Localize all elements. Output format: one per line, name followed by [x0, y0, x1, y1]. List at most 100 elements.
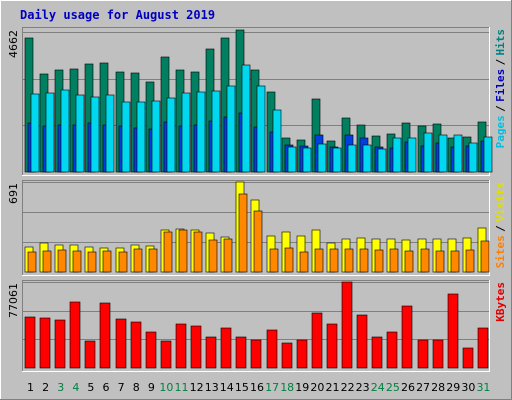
legend-visits: Visits [494, 182, 507, 222]
bar-kbytes-day-29 [447, 293, 459, 369]
bar-sites-day-19 [299, 251, 309, 273]
day-label-19: 19 [295, 381, 309, 394]
legend-separator: / [494, 225, 507, 232]
bar-kbytes-day-4 [69, 301, 81, 369]
bar-kbytes-day-15 [235, 336, 247, 369]
bar-sites-day-10 [163, 231, 173, 273]
bar-kbytes-day-22 [341, 281, 353, 369]
bar-sites-day-3 [57, 249, 67, 273]
bar-pages-day-31 [483, 136, 493, 173]
bar-kbytes-day-9 [145, 331, 157, 369]
day-label-8: 8 [133, 381, 140, 394]
bar-kbytes-day-25 [386, 331, 398, 369]
bar-kbytes-day-20 [311, 312, 323, 369]
chart-title: Daily usage for August 2019 [20, 8, 215, 22]
day-label-10: 10 [159, 381, 173, 394]
day-label-5: 5 [87, 381, 94, 394]
day-label-22: 22 [341, 381, 355, 394]
bar-sites-day-30 [465, 249, 475, 273]
bar-sites-day-24 [374, 249, 384, 273]
bar-kbytes-day-8 [130, 321, 142, 369]
bar-pages-day-22 [347, 144, 357, 173]
day-label-17: 17 [265, 381, 279, 394]
max-label-kbytes: 77061 [7, 283, 20, 318]
legend-pages: Pages [494, 115, 507, 148]
bar-pages-day-16 [256, 85, 266, 173]
day-label-16: 16 [250, 381, 264, 394]
bar-kbytes-day-23 [356, 314, 368, 369]
day-label-18: 18 [280, 381, 294, 394]
bar-pages-day-3 [60, 89, 70, 173]
bar-kbytes-day-2 [39, 317, 51, 369]
bar-pages-day-12 [196, 91, 206, 173]
bar-sites-day-9 [148, 248, 158, 273]
bar-pages-day-13 [211, 90, 221, 173]
bar-sites-day-22 [344, 248, 354, 273]
day-label-13: 13 [205, 381, 219, 394]
bar-sites-day-4 [72, 250, 82, 273]
legend-separator: / [494, 58, 507, 65]
bar-kbytes-day-31 [477, 327, 489, 369]
bar-sites-day-29 [450, 250, 460, 273]
day-label-21: 21 [325, 381, 339, 394]
bar-sites-day-18 [284, 247, 294, 273]
bar-pages-day-27 [423, 132, 433, 173]
bar-kbytes-day-21 [326, 323, 338, 369]
bar-sites-day-23 [359, 248, 369, 273]
bar-sites-day-16 [253, 210, 263, 273]
bar-kbytes-day-19 [296, 339, 308, 369]
day-label-11: 11 [175, 381, 189, 394]
legend-separator: / [494, 105, 507, 112]
bar-sites-day-11 [178, 229, 188, 273]
bar-sites-day-7 [118, 251, 128, 273]
day-label-3: 3 [57, 381, 64, 394]
bar-kbytes-day-27 [417, 339, 429, 369]
legend-files: Files [494, 69, 507, 102]
day-label-29: 29 [446, 381, 460, 394]
bar-pages-day-18 [287, 146, 297, 173]
bar-pages-day-29 [453, 134, 463, 173]
bar-kbytes-day-6 [99, 302, 111, 369]
bar-sites-day-17 [269, 248, 279, 273]
bar-pages-day-9 [151, 100, 161, 173]
day-label-2: 2 [42, 381, 49, 394]
bar-pages-day-15 [241, 64, 251, 173]
bar-kbytes-day-3 [54, 319, 66, 369]
day-label-30: 30 [461, 381, 475, 394]
legend-kbytes: KBytes [494, 282, 507, 322]
bar-kbytes-day-11 [175, 323, 187, 369]
bar-sites-day-31 [480, 240, 490, 273]
day-label-27: 27 [416, 381, 430, 394]
bar-kbytes-day-12 [190, 325, 202, 369]
bar-sites-day-25 [389, 248, 399, 273]
bar-kbytes-day-5 [84, 340, 96, 369]
max-label-hits: 4662 [7, 30, 20, 58]
side-legend-hits: Hits / Files / Pages [494, 29, 507, 148]
bar-pages-day-25 [392, 137, 402, 173]
bar-kbytes-day-16 [250, 339, 262, 369]
day-label-25: 25 [386, 381, 400, 394]
bar-pages-day-14 [226, 85, 236, 173]
bar-sites-day-26 [404, 250, 414, 273]
day-label-4: 4 [72, 381, 79, 394]
bar-pages-day-11 [181, 92, 191, 173]
day-label-1: 1 [27, 381, 34, 394]
bar-pages-day-19 [302, 147, 312, 173]
max-label-visits: 691 [7, 183, 20, 204]
bar-sites-day-1 [27, 251, 37, 273]
bar-kbytes-day-13 [205, 336, 217, 369]
legend-sites: Sites [494, 235, 507, 268]
bar-kbytes-day-18 [281, 342, 293, 369]
day-label-9: 9 [148, 381, 155, 394]
bar-pages-day-17 [272, 109, 282, 173]
bar-pages-day-30 [468, 142, 478, 173]
day-labels: 1 2 3 4 5 6 7 8 9 10 11 12 13 14 15 16 17 18 19 20 21 22 23 24 2… [27, 381, 490, 394]
day-label-23: 23 [356, 381, 370, 394]
bar-pages-day-2 [45, 92, 55, 173]
bar-kbytes-day-30 [462, 347, 474, 369]
bar-sites-day-13 [208, 239, 218, 273]
day-label-7: 7 [118, 381, 125, 394]
bar-pages-day-24 [377, 148, 387, 173]
bar-pages-day-6 [105, 94, 115, 173]
